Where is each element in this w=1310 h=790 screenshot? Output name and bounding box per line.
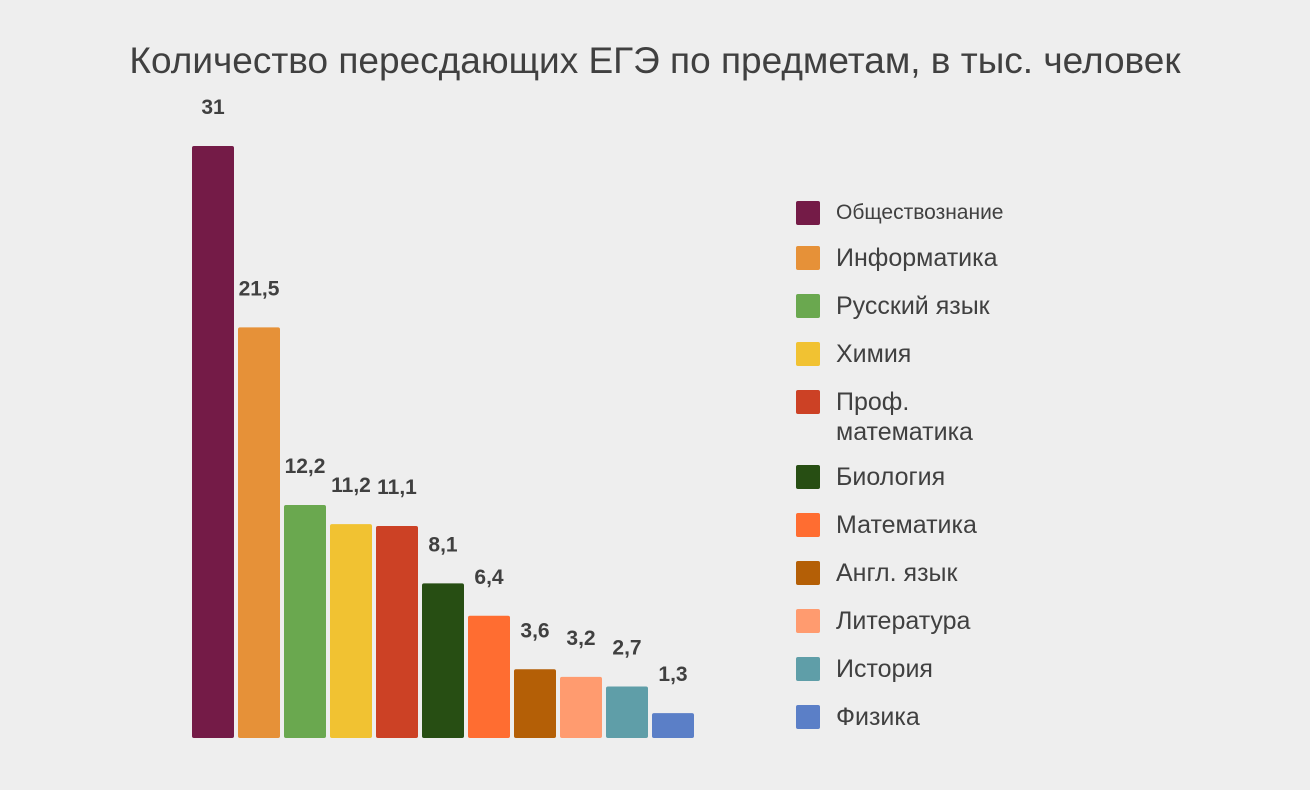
legend-item: Русский язык [796, 291, 1036, 321]
bar-8 [514, 669, 556, 738]
legend-swatch [796, 246, 820, 270]
legend-swatch [796, 294, 820, 318]
bar-6 [422, 583, 464, 738]
legend-item: Физика [796, 702, 1036, 732]
legend-label: Биология [836, 463, 946, 491]
bar-7 [468, 615, 510, 738]
legend-label: Обществознание [836, 201, 1004, 224]
legend-item: Математика [796, 510, 1036, 540]
bar-value-label: 3,6 [520, 619, 549, 642]
legend-swatch [796, 657, 820, 681]
legend-item: Проф. математика [796, 387, 1036, 447]
legend-swatch [796, 342, 820, 366]
bar-value-label: 1,3 [658, 663, 687, 686]
legend-swatch [796, 201, 820, 225]
bar-11 [652, 713, 694, 738]
bar-value-label: 6,4 [474, 566, 504, 589]
bar-9 [560, 676, 602, 738]
bar-4 [330, 524, 372, 738]
legend-item: Биология [796, 462, 1036, 492]
legend-item: История [796, 654, 1036, 684]
chart-title: Количество пересдающих ЕГЭ по предметам,… [129, 40, 1181, 81]
bar-2 [238, 327, 280, 738]
bar-value-label: 12,2 [285, 455, 326, 478]
bar-value-label: 31 [201, 96, 225, 119]
legend-label: Русский язык [836, 292, 990, 320]
legend-item: Литература [796, 606, 1036, 636]
bar-3 [284, 505, 326, 738]
legend-label: История [836, 655, 933, 683]
legend-label: Информатика [836, 244, 998, 272]
legend-label: Англ. язык [836, 559, 958, 587]
legend-label: Литература [836, 607, 971, 635]
bar-value-label: 11,1 [377, 476, 417, 499]
legend-label: Физика [836, 703, 920, 731]
legend-swatch [796, 390, 820, 414]
legend-swatch [796, 561, 820, 585]
legend-swatch [796, 513, 820, 537]
legend-swatch [796, 705, 820, 729]
legend-item: Химия [796, 339, 1036, 369]
bar-1 [192, 146, 234, 738]
bar-value-label: 3,2 [566, 627, 595, 650]
legend-item: Обществознание [796, 198, 1036, 228]
bar-10 [606, 686, 648, 738]
legend-label: Химия [836, 340, 912, 368]
bar-value-label: 8,1 [428, 533, 458, 556]
bar-value-label: 21,5 [239, 277, 280, 300]
bar-value-label: 2,7 [612, 636, 641, 659]
legend-item: Англ. язык [796, 558, 1036, 588]
legend-item: Информатика [796, 243, 1036, 273]
legend-label: Проф. математика [836, 388, 973, 446]
legend-swatch [796, 465, 820, 489]
bar-value-label: 11,2 [331, 474, 371, 497]
legend-swatch [796, 609, 820, 633]
bar-5 [376, 526, 418, 738]
legend-label: Математика [836, 511, 977, 539]
